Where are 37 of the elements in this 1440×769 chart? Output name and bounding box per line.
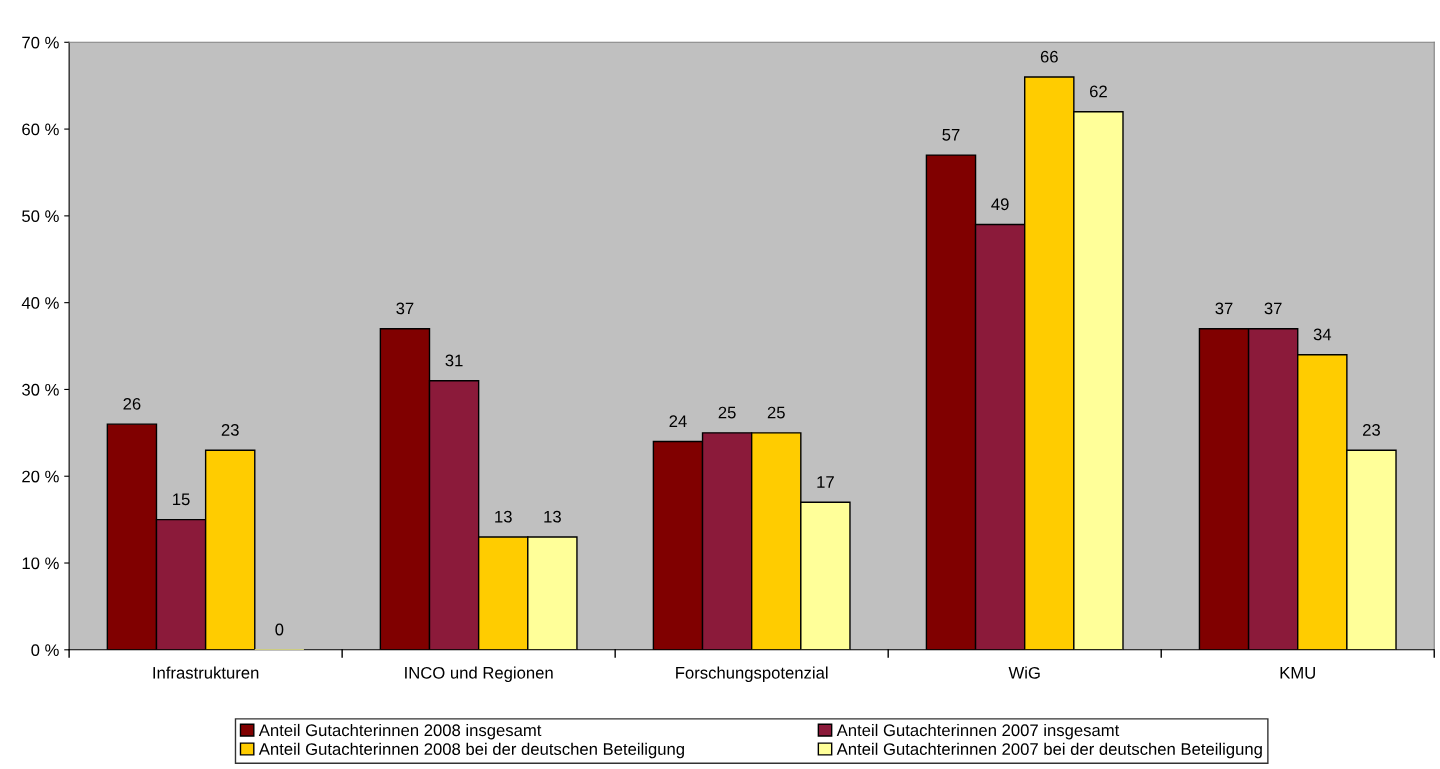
- data-label: 24: [669, 415, 687, 427]
- y-tick-label: 0 %: [31, 644, 59, 657]
- data-label: 23: [1363, 423, 1380, 436]
- x-tick-label: Forschungspotenzial: [676, 666, 828, 683]
- data-label: 49: [991, 198, 1009, 211]
- y-tick-label: 10 %: [22, 557, 59, 570]
- data-label: 25: [767, 406, 785, 419]
- data-label: 62: [1090, 85, 1107, 98]
- data-label: 13: [495, 510, 512, 523]
- data-label: 15: [173, 493, 190, 506]
- x-tick-label: KMU: [1280, 667, 1315, 679]
- legend-label: Anteil Gutachterinnen 2007 bei der deutschen Beteiligung: [836, 742, 1262, 759]
- data-label: 26: [123, 397, 141, 410]
- data-label: 37: [1264, 302, 1282, 315]
- y-tick-label: 20 %: [22, 470, 59, 483]
- data-label: 31: [445, 354, 463, 367]
- data-label: 66: [1040, 50, 1058, 63]
- data-label: 25: [718, 406, 736, 419]
- data-label: 13: [544, 510, 561, 523]
- data-label: 34: [1313, 328, 1332, 341]
- y-tick-label: 70 %: [22, 36, 59, 49]
- x-tick-label: WiG: [1008, 666, 1040, 679]
- legend-label: Anteil Gutachterinnen 2007 insgesamt: [836, 723, 1120, 740]
- y-tick-label: 40 %: [21, 297, 59, 309]
- data-label: 37: [1215, 302, 1233, 315]
- legend-label: Anteil Gutachterinnen 2008 bei der deutschen Beteiligung: [258, 742, 684, 759]
- y-tick-label: 30 %: [22, 383, 59, 396]
- x-tick-label: Infrastrukturen: [153, 666, 259, 679]
- data-label: 0: [275, 623, 284, 636]
- data-label: 37: [396, 302, 414, 315]
- data-label: 17: [817, 476, 834, 488]
- data-label: 57: [942, 129, 960, 141]
- legend-label: Anteil Gutachterinnen 2008 insgesamt: [258, 723, 542, 740]
- x-tick-label: INCO und Regionen: [405, 666, 553, 683]
- y-tick-label: 50 %: [22, 210, 59, 223]
- data-label: 23: [221, 423, 239, 436]
- y-tick-label: 60 %: [22, 123, 59, 136]
